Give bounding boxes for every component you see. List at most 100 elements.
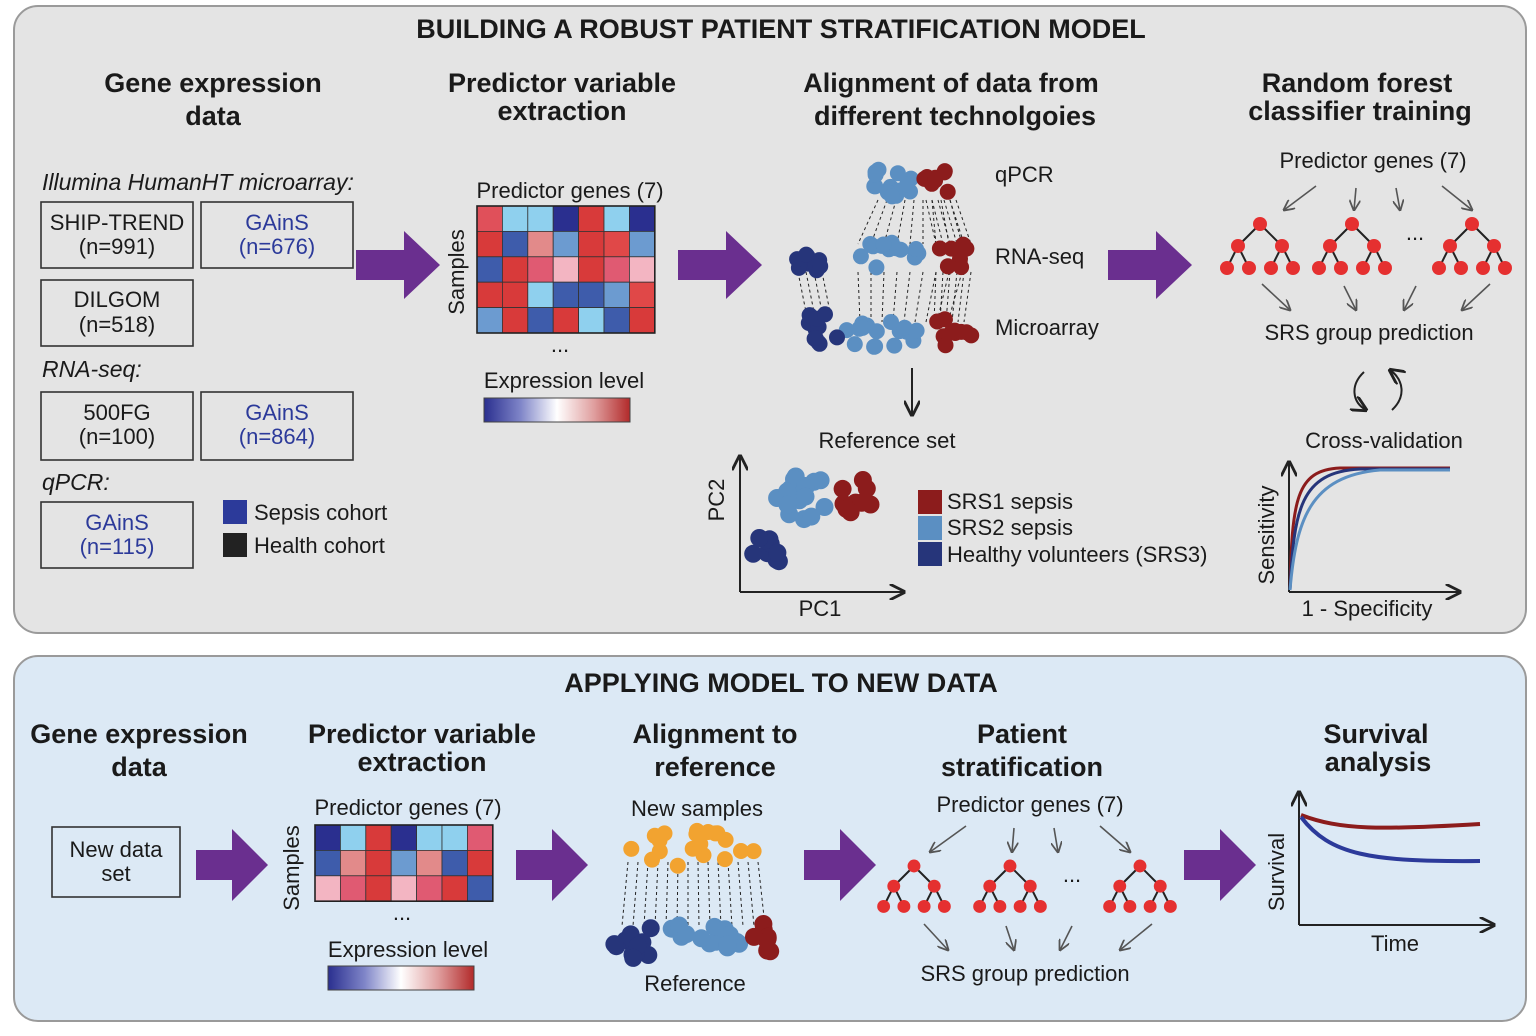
bottom-col1-heading-2: data (111, 752, 168, 782)
heatmap-cell (552, 230, 580, 258)
reference-srs1-dot (745, 927, 763, 946)
top-expr-label: Expression level (484, 368, 644, 393)
tree-node (1498, 261, 1512, 275)
flow-arrow-small (1012, 827, 1014, 852)
bottom-col4-heading-2: stratification (941, 752, 1103, 782)
bottom-col3-heading-1: Alignment to (633, 719, 798, 749)
heatmap-cell (552, 205, 580, 232)
tree-node (973, 900, 987, 913)
heatmap-cell (527, 307, 554, 334)
tree-node (1023, 879, 1037, 893)
connector-line (937, 199, 951, 245)
pca-srs1-dot (837, 499, 856, 518)
roc-curves (1288, 466, 1450, 591)
heatmap-cell (552, 281, 580, 309)
top-col2-heading-2: extraction (497, 96, 626, 126)
new-data-set-box (51, 826, 181, 898)
tree-node (917, 900, 931, 913)
connector-line (621, 861, 629, 927)
microarray-layer-label: Microarray (995, 315, 1099, 340)
tree-node (1487, 239, 1501, 253)
tree-node (1334, 261, 1348, 275)
bottom-expr-gradient (327, 965, 475, 991)
reference-srs3-dot (641, 919, 660, 938)
pca-srs1-dot (853, 471, 872, 489)
connector-line (805, 271, 815, 313)
tree-node (907, 859, 921, 873)
flow-arrow-small (1354, 187, 1356, 210)
connector-line (949, 199, 965, 245)
new-sample-dot (745, 843, 762, 860)
connector-line (857, 199, 879, 245)
qpcr-srs2-dot (899, 176, 916, 193)
connector-line (821, 271, 831, 313)
qpcr-srs1-dot (927, 169, 944, 186)
connector-line (665, 861, 669, 927)
flow-arrow-small (1060, 925, 1073, 950)
top-random-forest (1220, 185, 1512, 310)
rnaseq-srs2-dot (875, 236, 892, 253)
tree-node (897, 900, 911, 913)
heatmap-cell (441, 875, 468, 902)
500fg-n: (n=100) (79, 424, 155, 449)
tree-node (1286, 261, 1300, 275)
heatmap-cell (552, 256, 580, 283)
flow-arrow-small (930, 825, 967, 852)
top-rf-prediction: SRS group prediction (1264, 320, 1473, 345)
top-genes-label: Predictor genes (7) (476, 178, 663, 203)
rnaseq-srs1-dot (958, 240, 975, 257)
connector-line (632, 861, 639, 927)
connector-line (727, 861, 733, 927)
tree-node (887, 879, 901, 893)
pca-srs3-dot (750, 529, 769, 547)
survival-axes (1299, 792, 1494, 925)
pc2-label: PC2 (704, 479, 729, 522)
flow-arrow (356, 231, 440, 299)
pca-clusters (744, 467, 880, 571)
connector-line (797, 271, 807, 313)
heatmap-cell (476, 281, 503, 309)
heatmap-cell (501, 281, 529, 309)
connector-line (881, 271, 885, 323)
heatmap-border (476, 205, 656, 334)
heatmap-cell (501, 205, 529, 232)
flow-arrow (1184, 829, 1256, 901)
connector-line (933, 271, 937, 323)
heatmap-cell (629, 281, 656, 309)
connector-line (747, 861, 755, 927)
bottom-panel (13, 655, 1527, 1022)
new-sample-dot (716, 851, 733, 868)
connector-line (909, 199, 915, 245)
microarray-srs2-dot (867, 338, 884, 355)
heatmap-cell (629, 256, 656, 283)
flow-arrow-small (1441, 185, 1472, 210)
flow-arrow (678, 231, 762, 299)
rnaseq-srs1-dot (953, 259, 970, 276)
tree-node (1356, 261, 1370, 275)
tree-node (1454, 261, 1468, 275)
connector-line (813, 271, 823, 313)
connector-line (883, 199, 897, 245)
pca-srs3-dot (768, 543, 787, 562)
top-heatmap-ellipsis: ... (551, 332, 569, 357)
bottom-col1-heading-1: Gene expression (30, 719, 248, 749)
bottom-col2-heading-1: Predictor variable (308, 719, 536, 749)
tree-node (1253, 217, 1267, 231)
heatmap-cell (501, 256, 529, 283)
new-samples-label: New samples (631, 796, 763, 821)
bottom-col5-heading-1: Survival (1323, 719, 1428, 749)
heatmap-cell (466, 824, 494, 851)
flow-arrow (196, 829, 268, 901)
new-sample-dot (669, 857, 686, 874)
heatmap-cell (416, 850, 443, 877)
qpcr-srs2-dot (884, 188, 900, 205)
heatmap-cell (476, 230, 503, 258)
bottom-col3-heading-2: reference (654, 752, 776, 782)
rnaseq-srs1-dot (943, 240, 960, 257)
heatmap-cell (629, 307, 656, 334)
new-sample-dot (733, 843, 749, 859)
top-heatmap (476, 205, 656, 334)
heatmap-cell (390, 824, 418, 851)
heatmap-cell (466, 850, 494, 877)
